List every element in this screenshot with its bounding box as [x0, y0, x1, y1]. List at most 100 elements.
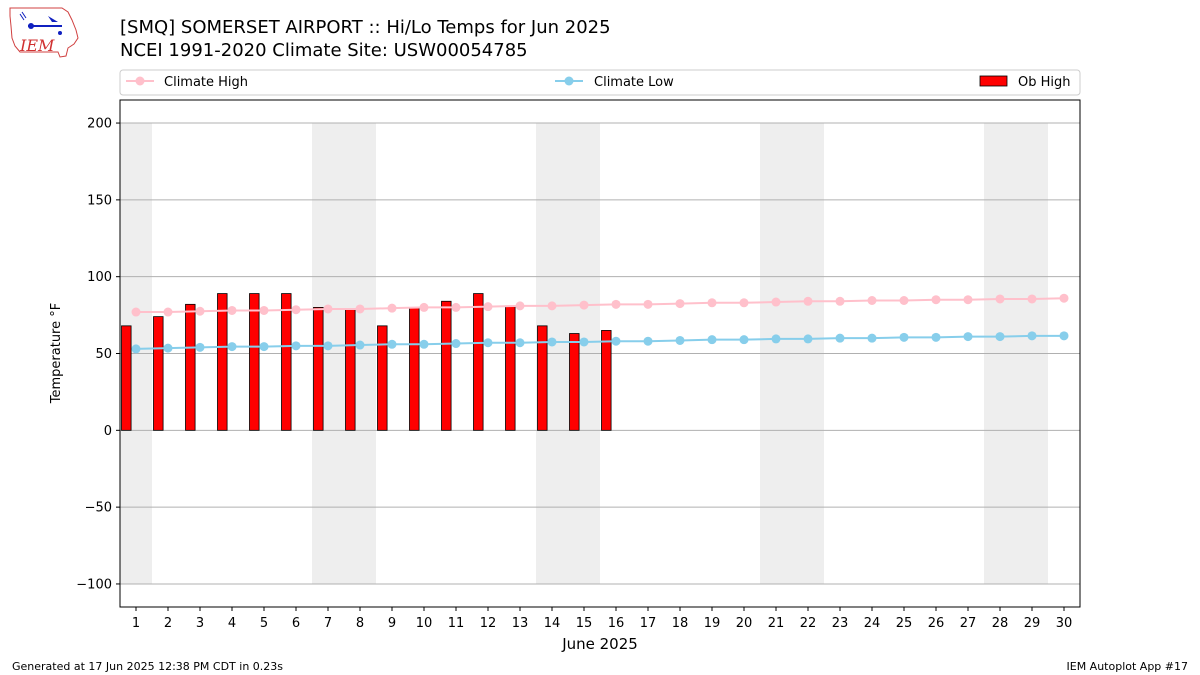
climate-low-point	[739, 335, 749, 345]
ob-high-bars	[121, 293, 612, 431]
x-tick-label: 12	[480, 616, 497, 631]
x-tick-label: 25	[896, 616, 913, 631]
climate-high-point	[1027, 294, 1037, 304]
climate-low-point	[131, 344, 141, 354]
ob-high-bar	[505, 305, 516, 431]
ob-high-bar	[153, 316, 164, 431]
climate-low-point	[291, 341, 301, 351]
x-tick-label: 3	[196, 616, 204, 631]
climate-high-point	[995, 294, 1005, 304]
climate-high-point	[579, 300, 589, 310]
climate-high-point	[707, 298, 717, 308]
x-tick-label: 15	[576, 616, 593, 631]
legend-label-ob-high: Ob High	[1018, 75, 1071, 90]
chart-title: [SMQ] SOMERSET AIRPORT :: Hi/Lo Temps fo…	[120, 17, 611, 38]
ob-high-bar	[409, 307, 420, 431]
footer-app: IEM Autoplot App #17	[1066, 660, 1189, 673]
legend-box	[119, 69, 1081, 96]
iem-logo: IEM	[9, 7, 79, 58]
climate-high-point	[131, 307, 141, 317]
climate-high-point	[259, 305, 269, 315]
climate-low-point	[579, 337, 589, 347]
x-tick-label: 1	[132, 616, 140, 631]
climate-low-point	[643, 336, 653, 346]
y-axis-label: Temperature °F	[49, 303, 64, 404]
ob-high-bar	[313, 307, 324, 431]
x-tick-label: 11	[448, 616, 465, 631]
climate-high-point	[771, 297, 781, 307]
x-tick-label: 10	[416, 616, 433, 631]
climate-low-point	[419, 339, 429, 349]
climate-high-point	[419, 302, 429, 312]
climate-high-point	[483, 302, 493, 312]
x-tick-label: 24	[864, 616, 881, 631]
x-tick-label: 28	[992, 616, 1009, 631]
climate-low-point	[355, 340, 365, 350]
y-tick-label: −100	[76, 577, 112, 592]
ob-high-bar	[569, 333, 580, 431]
x-tick-label: 17	[640, 616, 657, 631]
climate-low-point	[1059, 331, 1069, 341]
x-tick-label: 4	[228, 616, 236, 631]
x-tick-label: 21	[768, 616, 785, 631]
footer-generated: Generated at 17 Jun 2025 12:38 PM CDT in…	[12, 660, 284, 673]
climate-high-point	[867, 295, 877, 305]
ob-high-bar	[601, 330, 612, 431]
climate-high-point	[675, 299, 685, 309]
x-axis-label: June 2025	[561, 635, 638, 653]
climate-low-point	[227, 342, 237, 352]
climate-high-point	[643, 299, 653, 309]
climate-low-point	[771, 334, 781, 344]
ob-high-bar	[121, 325, 132, 431]
ob-high-bar	[281, 293, 292, 431]
climate-high-point	[803, 296, 813, 306]
x-axis: 1 2 3 4 5 6 7 8 9 10 11 12 13 14 15 16 17 18 19 20 21 22 23 24 2…	[132, 607, 1072, 631]
climate-low-point	[803, 334, 813, 344]
x-tick-label: 16	[608, 616, 625, 631]
climate-high-point	[739, 298, 749, 308]
climate-low-point	[163, 343, 173, 353]
climate-lines	[131, 293, 1069, 354]
x-tick-label: 6	[292, 616, 300, 631]
climate-high-point	[163, 307, 173, 317]
y-tick-label: 100	[87, 270, 112, 285]
legend-label-climate-high: Climate High	[164, 75, 248, 90]
x-tick-label: 26	[928, 616, 945, 631]
grid-lines	[120, 122, 1080, 585]
x-tick-label: 18	[672, 616, 689, 631]
x-tick-label: 8	[356, 616, 364, 631]
ob-high-bar	[377, 325, 388, 431]
legend-item-climate-low: Climate Low	[555, 75, 674, 90]
climate-low-point	[835, 333, 845, 343]
climate-low-point	[1027, 331, 1037, 341]
climate-low-point	[867, 333, 877, 343]
x-tick-label: 29	[1024, 616, 1041, 631]
legend-item-climate-high: Climate High	[126, 75, 248, 90]
x-tick-label: 2	[164, 616, 172, 631]
ob-high-bar	[441, 300, 452, 431]
y-tick-label: 200	[87, 117, 112, 132]
climate-low-point	[675, 335, 685, 345]
ob-high-bar	[249, 293, 260, 431]
ob-high-bar	[473, 293, 484, 431]
climate-low-point	[323, 341, 333, 351]
x-tick-label: 22	[800, 616, 817, 631]
climate-low-point	[195, 342, 205, 352]
climate-low-point	[931, 332, 941, 342]
climate-high-point	[227, 305, 237, 315]
legend-label-climate-low: Climate Low	[594, 75, 674, 90]
climate-high-point	[611, 299, 621, 309]
climate-low-point	[483, 338, 493, 348]
x-tick-label: 19	[704, 616, 721, 631]
x-tick-label: 7	[324, 616, 332, 631]
climate-low-point	[707, 335, 717, 345]
climate-high-point	[355, 304, 365, 314]
climate-high-line	[136, 297, 1065, 314]
climate-low-point	[995, 332, 1005, 342]
climate-low-point	[259, 342, 269, 352]
climate-high-point	[835, 296, 845, 306]
x-tick-label: 23	[832, 616, 849, 631]
ob-high-bar	[345, 308, 356, 431]
ob-high-bar	[217, 293, 228, 431]
climate-high-point	[387, 303, 397, 313]
